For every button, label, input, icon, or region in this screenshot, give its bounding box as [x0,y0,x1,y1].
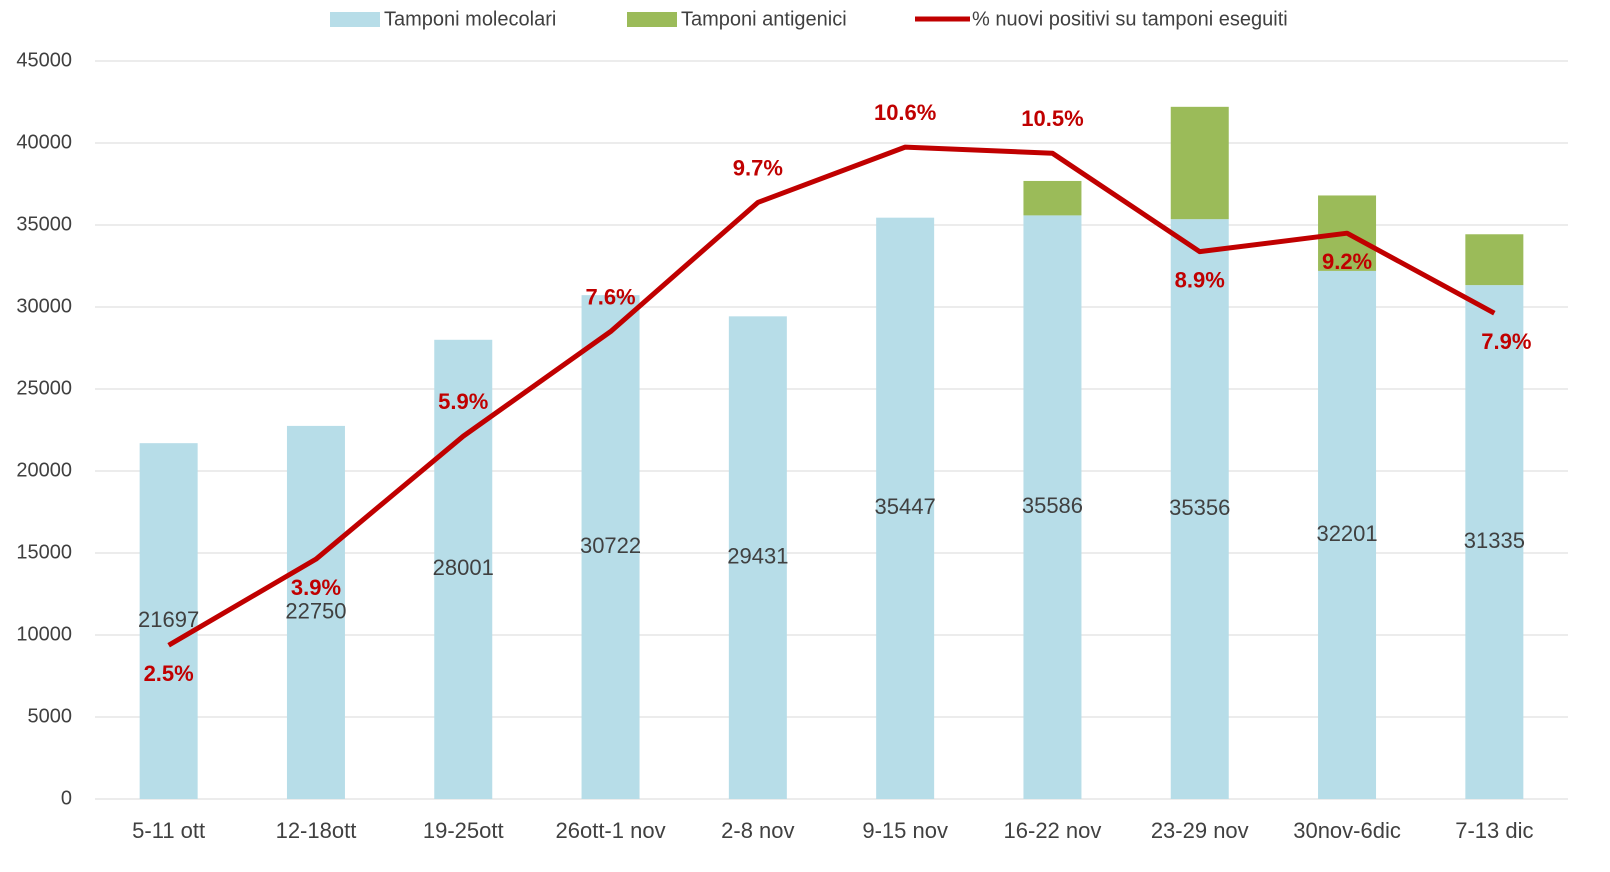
x-tick-label: 16-22 nov [1004,818,1102,843]
legend-label: Tamponi antigenici [681,8,847,30]
bar [286,425,345,799]
y-tick-label: 25000 [16,377,72,399]
x-tick-label: 30nov-6dic [1293,818,1401,843]
y-tick-label: 15000 [16,541,72,563]
bar-value-label: 31335 [1464,528,1525,553]
legend-label: % nuovi positivi su tamponi eseguiti [972,8,1288,30]
bar [581,295,640,799]
line-value-label: 9.7% [733,155,783,180]
line-value-label: 7.6% [585,284,635,309]
y-tick-label: 10000 [16,623,72,645]
bar-value-label: 30722 [580,533,641,558]
legend-swatch [627,12,677,27]
y-tick-label: 40000 [16,131,72,153]
line-value-label: 2.5% [144,661,194,686]
bar [434,339,493,799]
bar-value-label: 32201 [1316,521,1377,546]
bar-value-label: 35356 [1169,495,1230,520]
y-tick-label: 30000 [16,295,72,317]
x-tick-label: 5-11 ott [132,818,205,843]
y-tick-label: 0 [61,787,72,809]
line-value-label: 8.9% [1175,267,1225,292]
x-tick-label: 7-13 dic [1455,818,1533,843]
line [167,144,1496,648]
y-tick-label: 20000 [16,459,72,481]
bar [1170,219,1229,799]
line-value-label: 3.9% [291,575,341,600]
x-tick-label: 19-25ott [423,818,504,843]
legend-swatch [330,12,380,27]
y-tick-label: 5000 [28,705,73,727]
bar [139,443,198,799]
bar-value-label: 35586 [1022,493,1083,518]
x-tick-label: 23-29 nov [1151,818,1249,843]
bar-value-label: 28001 [433,555,494,580]
bar [1023,215,1082,800]
bar [1465,285,1524,800]
bar-value-label: 21697 [138,607,199,632]
x-tick-label: 2-8 nov [721,818,794,843]
y-tick-label: 35000 [16,213,72,235]
bar-value-label: 22750 [285,598,346,623]
line-value-label: 10.5% [1021,106,1083,131]
line-value-label: 9.2% [1322,249,1372,274]
bar [1170,106,1229,220]
x-tick-label: 26ott-1 nov [556,818,666,843]
bar-value-label: 35447 [875,494,936,519]
legend-label: Tamponi molecolari [384,8,556,30]
line-value-label: 10.6% [874,100,936,125]
bar [876,217,935,800]
bar [1465,234,1524,286]
bar-value-label: 29431 [727,543,788,568]
bar [1318,270,1377,800]
x-tick-label: 12-18ott [276,818,357,843]
line-value-label: 7.9% [1481,329,1531,354]
bar [1023,180,1082,216]
line-value-label: 5.9% [438,389,488,414]
bar [728,316,787,799]
y-tick-label: 45000 [16,49,72,71]
x-tick-label: 9-15 nov [862,818,948,843]
